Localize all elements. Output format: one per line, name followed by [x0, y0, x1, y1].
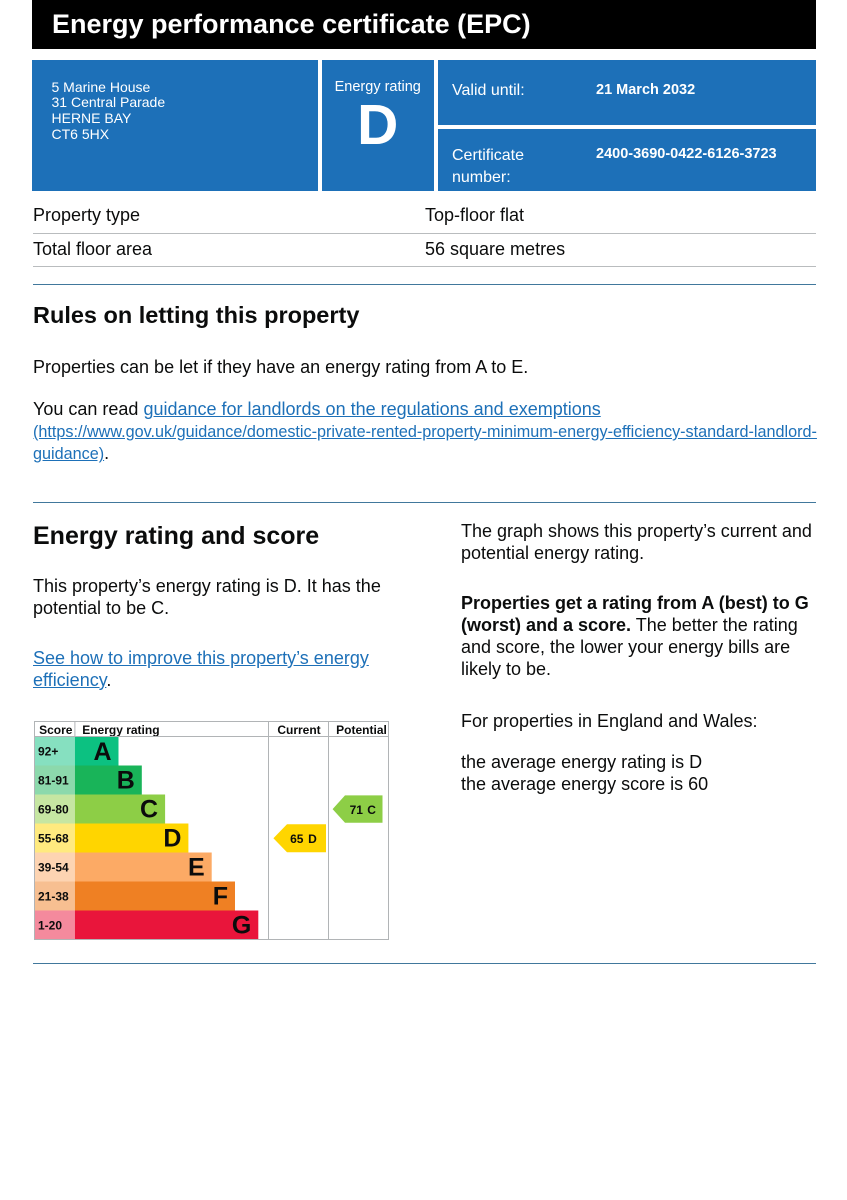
svg-text:Score: Score [39, 723, 73, 737]
svg-text:92+: 92+ [38, 744, 58, 758]
svg-text:C: C [140, 795, 158, 823]
svg-text:39-54: 39-54 [38, 860, 69, 874]
svg-text:65: 65 [290, 831, 304, 845]
svg-text:E: E [188, 853, 205, 881]
svg-text:71: 71 [349, 802, 363, 816]
svg-text:D: D [308, 831, 317, 845]
svg-text:55-68: 55-68 [38, 831, 69, 845]
svg-text:G: G [231, 911, 250, 939]
svg-text:81-91: 81-91 [38, 773, 69, 787]
svg-text:Energy rating: Energy rating [82, 723, 159, 737]
svg-text:69-80: 69-80 [38, 802, 69, 816]
svg-text:C: C [367, 802, 376, 816]
svg-text:Current: Current [277, 723, 320, 737]
svg-text:D: D [163, 824, 181, 852]
svg-text:21-38: 21-38 [38, 889, 69, 903]
svg-text:F: F [212, 882, 227, 910]
svg-text:Potential: Potential [336, 723, 387, 737]
svg-text:A: A [93, 737, 111, 765]
svg-text:B: B [116, 766, 134, 794]
svg-text:1-20: 1-20 [38, 918, 62, 932]
